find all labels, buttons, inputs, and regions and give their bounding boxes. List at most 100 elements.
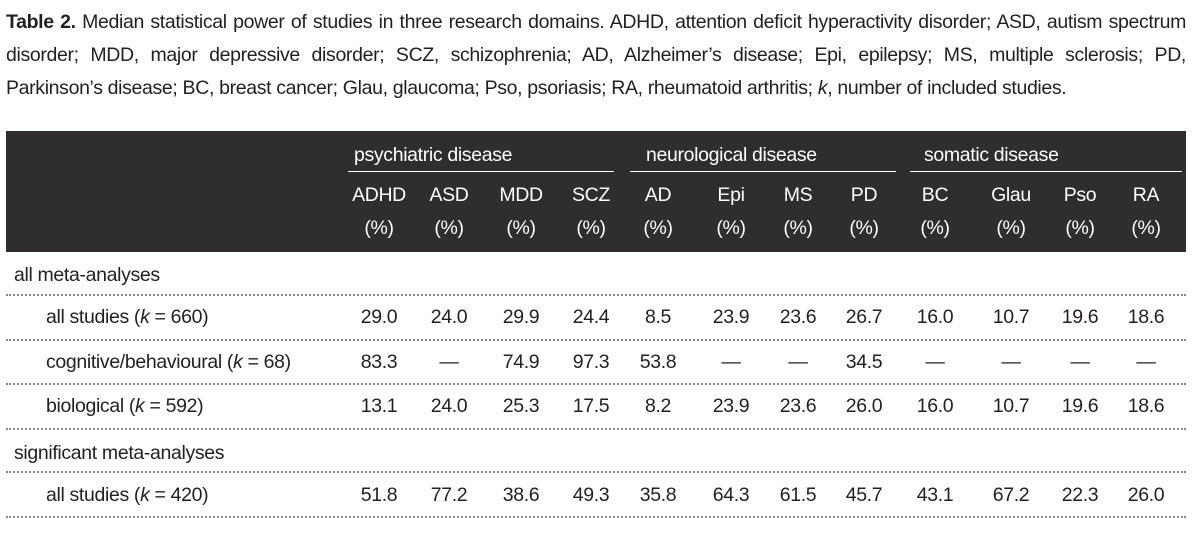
caption-k: k	[817, 77, 828, 99]
column-unit-text: (%)	[996, 217, 1026, 239]
column-unit-text: (%)	[643, 217, 673, 239]
column-name-text: BC	[921, 184, 949, 206]
table-cell: 25.3	[502, 395, 540, 417]
table-cell: 23.9	[712, 395, 750, 417]
table-cell: —	[439, 351, 459, 373]
row-label-k: k	[233, 351, 243, 373]
column-header-unit: (%)	[834, 212, 894, 245]
row-label-pre: all studies (	[46, 306, 141, 328]
table-cell: 77.2	[430, 484, 468, 506]
column-name-text: ADHD	[352, 184, 406, 206]
table-cell: 24.0	[430, 306, 468, 328]
table-cell: 22.3	[1061, 484, 1099, 506]
table-cell: 64.3	[712, 484, 750, 506]
table-cell: 13.1	[360, 395, 398, 417]
group-neurological: neurological disease	[646, 144, 817, 166]
group-rule-somatic	[910, 171, 1182, 172]
column-header-name: MS	[768, 179, 828, 212]
column-header-unit: (%)	[561, 212, 621, 245]
table-cell: 23.6	[779, 395, 817, 417]
table-cell: —	[721, 351, 741, 373]
column-header-unit: (%)	[905, 212, 965, 245]
column-unit-text: (%)	[716, 217, 746, 239]
table-cell: 43.1	[916, 484, 954, 506]
table-cell: 17.5	[572, 395, 610, 417]
column-header-name: AD	[628, 179, 688, 212]
table-cell: 61.5	[779, 484, 817, 506]
table-cell: 74.9	[502, 351, 540, 373]
dotted-separator	[6, 428, 1186, 430]
table-cell: —	[788, 351, 808, 373]
table-cell: 97.3	[572, 351, 610, 373]
table-cell: 53.8	[639, 351, 677, 373]
column-header-name: Glau	[981, 179, 1041, 212]
table-cell: —	[1136, 351, 1156, 373]
column-header-unit: (%)	[981, 212, 1041, 245]
power-table: psychiatric disease neurological disease…	[6, 131, 1186, 518]
column-unit-text: (%)	[920, 217, 950, 239]
table-cell: 29.0	[360, 306, 398, 328]
column-header-name: ADHD	[349, 179, 409, 212]
table-cell: 18.6	[1127, 395, 1165, 417]
column-name-text: MDD	[499, 184, 543, 206]
row-label-pre: cognitive/behavioural (	[46, 351, 234, 373]
group-rule-psychiatric	[348, 171, 614, 172]
table-caption: Table 2. Median statistical power of stu…	[6, 6, 1186, 105]
table-cell: —	[1070, 351, 1090, 373]
row-label-pre: biological (	[46, 395, 136, 417]
section-row: significant meta-analyses	[6, 433, 1186, 473]
table-cell: 83.3	[360, 351, 398, 373]
column-unit-text: (%)	[576, 217, 606, 239]
table-cell: 51.8	[360, 484, 398, 506]
column-unit-text: (%)	[783, 217, 813, 239]
column-unit-text: (%)	[1065, 217, 1095, 239]
dotted-separator	[6, 294, 1186, 296]
table-cell: 24.0	[430, 395, 468, 417]
table-cell: —	[925, 351, 945, 373]
table-cell: 23.9	[712, 306, 750, 328]
table-row: all studies (k = 660) 29.0 24.0 29.9 24.4 8.5…	[6, 297, 1186, 337]
column-header-name: RA	[1116, 179, 1176, 212]
table-cell: 29.9	[502, 306, 540, 328]
column-name-text: SCZ	[572, 184, 610, 206]
column-header-name: BC	[905, 179, 965, 212]
column-header-name: MDD	[491, 179, 551, 212]
table-cell: 26.0	[1127, 484, 1165, 506]
table-header: psychiatric disease neurological disease…	[6, 131, 1186, 252]
column-name-text: MS	[783, 184, 813, 206]
caption-text-a: Median statistical power of studies in t…	[6, 11, 1187, 99]
column-header-name: Pso	[1050, 179, 1110, 212]
column-header-unit: (%)	[768, 212, 828, 245]
column-name-text: RA	[1132, 184, 1160, 206]
dotted-separator	[6, 471, 1186, 473]
column-unit-text: (%)	[849, 217, 879, 239]
table-cell: —	[1001, 351, 1021, 373]
column-name-text: Epi	[717, 184, 745, 206]
column-name-text: PD	[850, 184, 878, 206]
column-name-text: AD	[644, 184, 672, 206]
group-rule-neurological	[630, 171, 896, 172]
row-label: biological (k = 592)	[46, 386, 204, 426]
table-cell: 38.6	[502, 484, 540, 506]
column-name-text: Pso	[1063, 184, 1097, 206]
dotted-separator	[6, 339, 1186, 341]
column-unit-text: (%)	[364, 217, 394, 239]
column-header-unit: (%)	[419, 212, 479, 245]
table-cell: 35.8	[639, 484, 677, 506]
column-header-name: Epi	[701, 179, 761, 212]
table-cell: 26.0	[845, 395, 883, 417]
table-cell: 8.2	[644, 395, 672, 417]
caption-label: Table 2.	[6, 11, 76, 33]
column-header-unit: (%)	[628, 212, 688, 245]
table-cell: 8.5	[644, 306, 672, 328]
table-cell: 23.6	[779, 306, 817, 328]
row-label: all studies (k = 420)	[46, 475, 209, 515]
column-header-unit: (%)	[1050, 212, 1110, 245]
row-label-k: k	[135, 395, 145, 417]
table-cell: 49.3	[572, 484, 610, 506]
column-unit-text: (%)	[434, 217, 464, 239]
column-header-unit: (%)	[349, 212, 409, 245]
column-unit-text: (%)	[1131, 217, 1161, 239]
table-cell: 16.0	[916, 306, 954, 328]
row-label-post: = 592)	[144, 395, 204, 417]
